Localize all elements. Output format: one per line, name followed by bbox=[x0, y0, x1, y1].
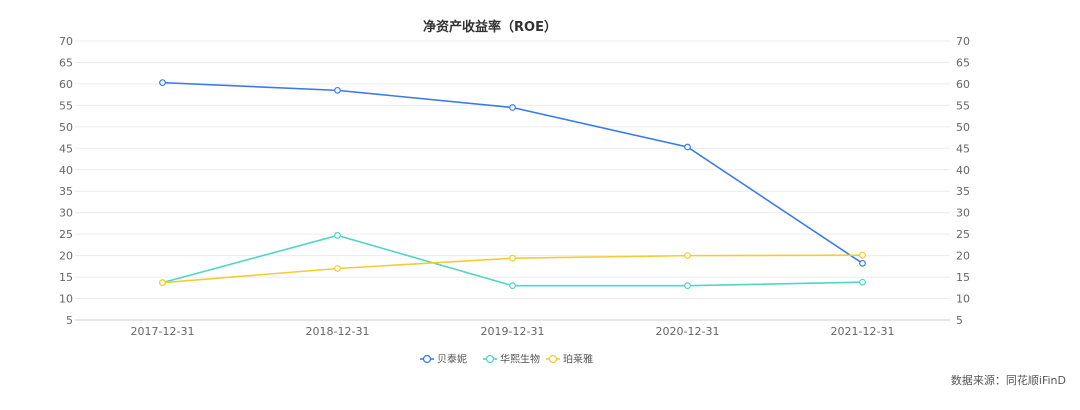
y-axis-left: 5 10 15 20 25 30 35 40 45 50 55 60 65 70 bbox=[59, 35, 73, 327]
y-tick-label-right: 35 bbox=[956, 185, 970, 198]
data-point bbox=[859, 251, 866, 259]
y-tick-label-left: 60 bbox=[59, 78, 73, 91]
y-tick-label-left: 15 bbox=[59, 271, 73, 284]
y-tick-label-left: 45 bbox=[59, 142, 73, 155]
y-tick-label-right: 10 bbox=[956, 293, 970, 306]
y-tick-label-left: 5 bbox=[66, 314, 73, 327]
chart-title: 净资产收益率（ROE） bbox=[423, 19, 557, 35]
y-tick-label-left: 40 bbox=[59, 164, 73, 177]
legend-item[interactable]: 华熙生物 bbox=[483, 353, 540, 366]
legend-marker-icon bbox=[548, 354, 558, 364]
x-tick-label: 2021-12-31 bbox=[831, 325, 895, 338]
y-axis-right: 5 10 15 20 25 30 35 40 45 50 55 60 65 70 bbox=[956, 35, 970, 327]
y-tick-label-left: 50 bbox=[59, 121, 73, 134]
y-tick-label-left: 25 bbox=[59, 228, 73, 241]
x-tick-label: 2019-12-31 bbox=[481, 325, 545, 338]
legend[interactable]: 贝泰妮 华熙生物 珀莱雅 bbox=[420, 353, 593, 366]
y-tick-label-left: 70 bbox=[59, 35, 73, 48]
data-point bbox=[509, 254, 516, 262]
data-point bbox=[334, 265, 341, 272]
data-point bbox=[159, 79, 166, 87]
data-point bbox=[159, 279, 166, 287]
data-point bbox=[684, 282, 691, 290]
legend-label: 华熙生物 bbox=[500, 353, 540, 366]
x-axis: 2017-12-31 2018-12-31 2019-12-31 2020-12-31… bbox=[131, 325, 895, 338]
x-tick-label: 2017-12-31 bbox=[131, 325, 195, 338]
legend-item[interactable]: 珀莱雅 bbox=[546, 353, 593, 366]
data-point bbox=[684, 252, 691, 260]
y-tick-label-left: 20 bbox=[59, 250, 73, 263]
data-point bbox=[509, 282, 516, 290]
y-tick-label-right: 5 bbox=[956, 314, 963, 327]
y-tick-label-right: 65 bbox=[956, 56, 970, 69]
y-tick-label-right: 45 bbox=[956, 142, 970, 155]
data-point bbox=[684, 143, 691, 151]
y-tick-label-right: 25 bbox=[956, 228, 970, 241]
data-point bbox=[859, 278, 866, 286]
legend-label: 贝泰妮 bbox=[437, 353, 467, 366]
x-tick-label: 2018-12-31 bbox=[306, 325, 370, 338]
data-source-note: 数据来源：同花顺iFinD bbox=[950, 374, 1066, 387]
y-tick-label-right: 55 bbox=[956, 99, 970, 112]
y-tick-label-left: 35 bbox=[59, 185, 73, 198]
data-point bbox=[509, 104, 516, 111]
legend-label: 珀莱雅 bbox=[563, 353, 593, 366]
x-tick-label: 2020-12-31 bbox=[656, 325, 720, 338]
legend-marker-icon bbox=[422, 354, 432, 364]
y-tick-label-left: 10 bbox=[59, 293, 73, 306]
data-point bbox=[859, 259, 866, 267]
y-tick-label-right: 30 bbox=[956, 207, 970, 220]
y-tick-label-left: 30 bbox=[59, 207, 73, 220]
y-tick-label-left: 65 bbox=[59, 56, 73, 69]
legend-item[interactable]: 贝泰妮 bbox=[420, 353, 467, 366]
legend-marker-icon bbox=[485, 354, 495, 364]
grid-lines bbox=[75, 40, 950, 321]
y-tick-label-right: 40 bbox=[956, 164, 970, 177]
y-tick-label-right: 60 bbox=[956, 78, 970, 91]
y-tick-label-right: 70 bbox=[956, 35, 970, 48]
data-point bbox=[334, 232, 341, 239]
y-tick-label-left: 55 bbox=[59, 99, 73, 112]
series-group bbox=[159, 79, 866, 290]
data-point bbox=[334, 86, 341, 94]
y-tick-label-right: 15 bbox=[956, 271, 970, 284]
y-tick-label-right: 50 bbox=[956, 121, 970, 134]
y-tick-label-right: 20 bbox=[956, 250, 970, 263]
